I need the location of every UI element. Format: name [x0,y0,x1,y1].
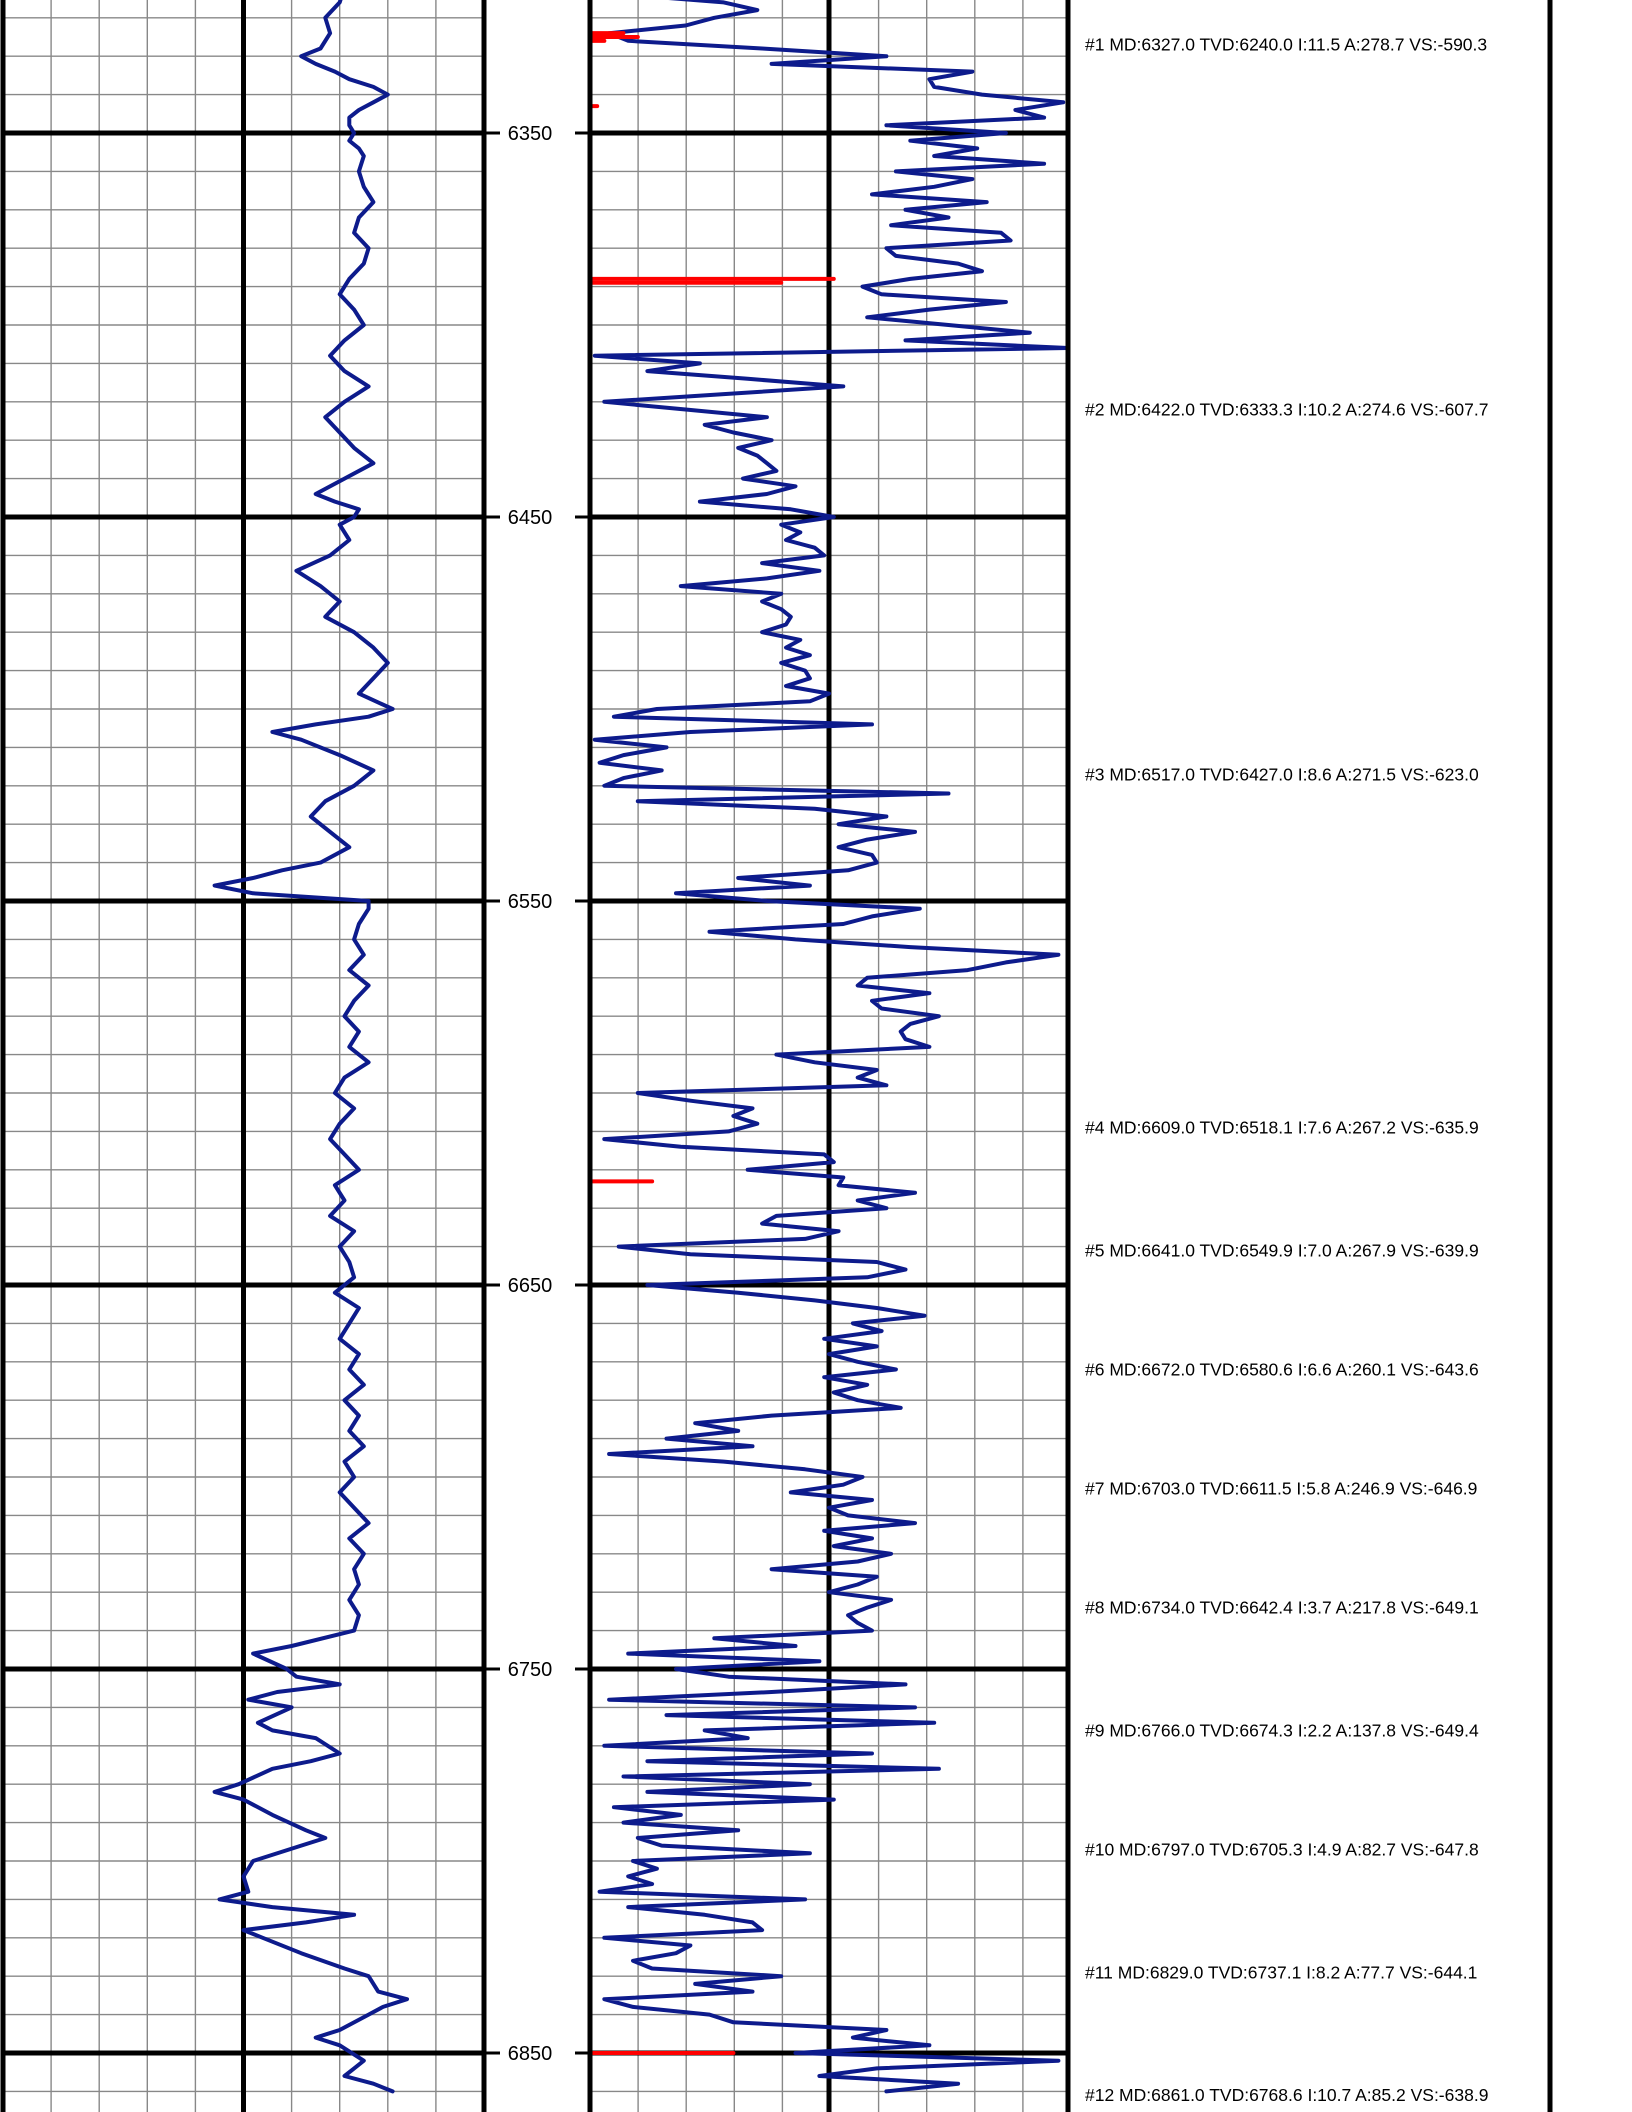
survey-station-label: #2 MD:6422.0 TVD:6333.3 I:10.2 A:274.6 V… [1085,399,1488,419]
survey-station-label: #5 MD:6641.0 TVD:6549.9 I:7.0 A:267.9 VS… [1085,1240,1479,1260]
depth-track: 6350 6450 6550 6650 6750 6850 [484,123,590,2065]
grid-layer [0,0,1071,2112]
survey-annotations: #1 MD:6327.0 TVD:6240.0 I:11.5 A:278.7 V… [1085,35,1488,2106]
log-curve-track-1 [212,0,409,2094]
survey-station-label: #1 MD:6327.0 TVD:6240.0 I:11.5 A:278.7 V… [1085,35,1487,55]
survey-station-label: #11 MD:6829.0 TVD:6737.1 I:8.2 A:77.7 VS… [1085,1962,1477,1982]
survey-station-label: #9 MD:6766.0 TVD:6674.3 I:2.2 A:137.8 VS… [1085,1720,1479,1740]
log-curve-track-2 [592,0,1070,2094]
depth-label: 6550 [508,891,553,913]
survey-station-label: #4 MD:6609.0 TVD:6518.1 I:7.6 A:267.2 VS… [1085,1118,1479,1138]
survey-station-label: #6 MD:6672.0 TVD:6580.6 I:6.6 A:260.1 VS… [1085,1359,1479,1379]
depth-label: 6650 [508,1275,553,1297]
depth-label: 6850 [508,2043,553,2065]
survey-station-label: #12 MD:6861.0 TVD:6768.6 I:10.7 A:85.2 V… [1085,2085,1488,2105]
survey-station-label: #8 MD:6734.0 TVD:6642.4 I:3.7 A:217.8 VS… [1085,1598,1479,1618]
depth-label: 6450 [508,507,553,529]
survey-station-label: #7 MD:6703.0 TVD:6611.5 I:5.8 A:246.9 VS… [1085,1479,1477,1499]
survey-station-label: #3 MD:6517.0 TVD:6427.0 I:8.6 A:271.5 VS… [1085,764,1479,784]
curve-layer [212,0,1070,2094]
depth-label: 6750 [508,1659,553,1681]
depth-label: 6350 [508,123,553,145]
track-borders [0,0,1553,2112]
survey-station-label: #10 MD:6797.0 TVD:6705.3 I:4.9 A:82.7 VS… [1085,1839,1479,1859]
